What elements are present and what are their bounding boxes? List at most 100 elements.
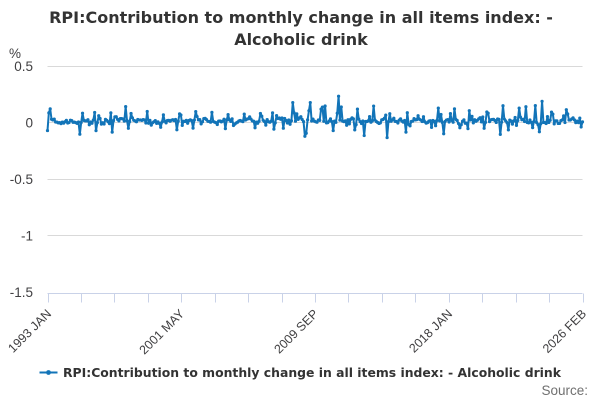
series-point [173,117,178,122]
series-point [532,119,536,124]
series-point [545,114,550,119]
series-point [557,121,562,125]
series-point [230,117,234,121]
series-point [451,120,455,124]
series-point [272,127,276,131]
series-point [459,123,463,127]
series-point [292,111,296,115]
series-point [576,121,581,125]
series-point [501,104,505,108]
series-point [338,118,342,122]
series-point [500,120,504,124]
series-point [129,111,133,116]
series-point [527,121,531,125]
series-point [78,132,82,136]
series-point [572,118,577,122]
series-point [579,125,583,129]
series-point [48,107,52,111]
y-tick-label: -1 [21,229,33,244]
series-point [432,119,436,123]
series-point [370,119,374,123]
series-point [378,121,382,125]
legend-marker-icon [39,370,58,375]
series-point [339,105,343,109]
series-point [564,108,568,112]
series-point [388,112,392,116]
series-point [362,133,366,138]
series-point [578,116,582,120]
series-point [452,107,457,111]
series-point [98,116,102,121]
series-point [563,120,567,125]
series-point [308,100,312,105]
series-point [536,122,540,127]
series-point [126,126,130,130]
series-point [270,111,275,115]
series-point [86,118,90,122]
series-point [330,120,334,124]
series-point [322,119,326,123]
y-axis-unit-label: % [9,46,21,61]
series-point [421,115,426,119]
series-point [551,112,555,116]
series-point [354,122,358,127]
series-point [528,118,532,122]
series-point [439,112,443,117]
series-point [80,111,85,115]
series-point [67,120,71,125]
series-point [458,126,462,130]
y-tick-label: -1.5 [10,285,33,300]
series-point [114,115,118,119]
series-point [498,132,502,137]
series-point [111,119,116,123]
series-point [222,117,226,121]
series-point [467,109,471,113]
series-point [288,122,292,126]
series-point [509,119,513,123]
series-point [335,111,339,115]
series-point [560,118,564,122]
series-point [478,116,482,120]
series-point [359,121,364,126]
legend: RPI:Contribution to monthly change in al… [0,365,600,380]
series-point [257,119,261,123]
series-point [518,115,523,119]
series-point [470,114,474,118]
series-point [562,114,566,118]
series-point [471,121,475,125]
series-point [555,119,559,123]
series-point [284,118,288,123]
series-point [505,121,509,125]
series-point [47,111,51,115]
series-point [353,128,357,132]
series-point [281,126,285,130]
series-point [45,128,50,133]
series-point [346,118,350,122]
series-point [252,119,256,123]
series-point [109,111,113,115]
series-point [455,118,459,123]
series-point [524,105,528,109]
series-point [434,124,438,128]
series-point [299,115,303,119]
series-point [208,120,213,124]
series-point [210,110,214,114]
series-point [293,119,298,123]
series-point [351,117,356,121]
series-point [148,118,152,122]
series-point [448,112,453,116]
series-point [159,125,163,129]
series-point [241,120,245,124]
series-point [264,123,268,127]
series-point [345,123,349,127]
series-point [191,126,195,130]
series-point [552,122,556,126]
series-point [87,123,91,127]
series-point [130,116,134,120]
series-point [497,117,501,121]
series-point [440,120,444,125]
series-point [447,120,451,124]
series-point [186,121,190,125]
series-point [295,112,299,116]
